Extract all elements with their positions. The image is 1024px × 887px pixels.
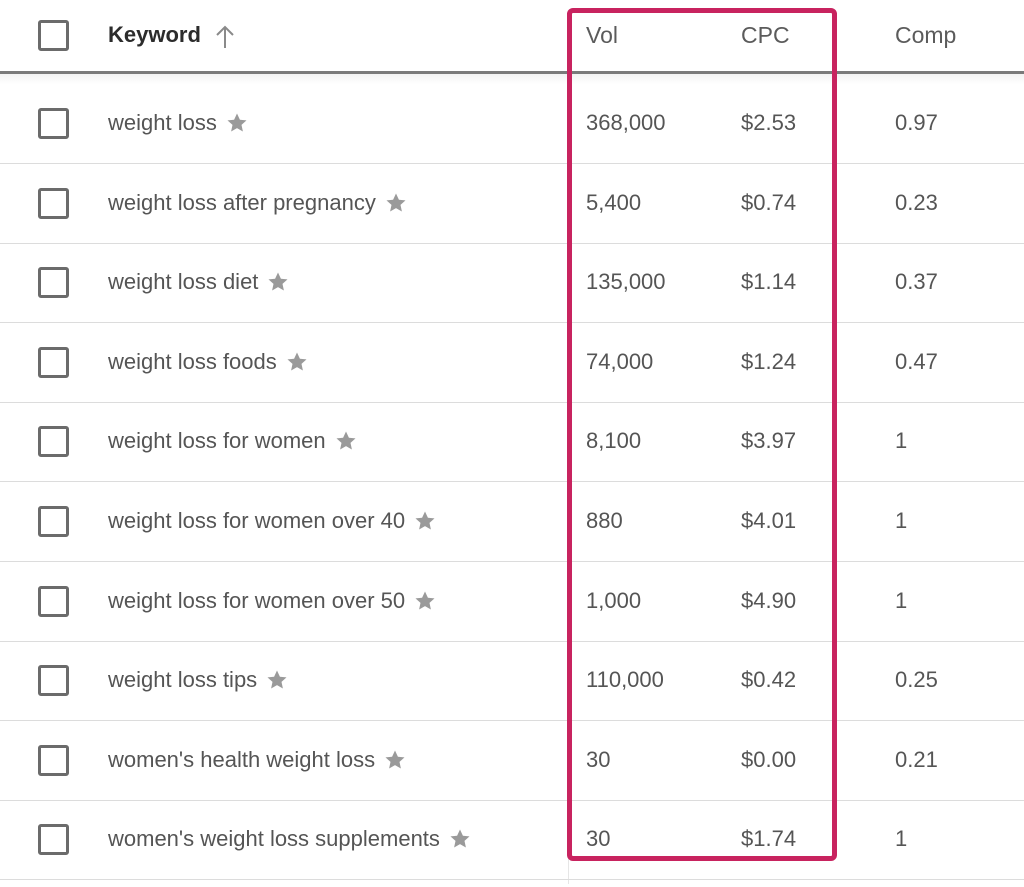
table-row[interactable]: weight loss diet 135,000 $1.14 0.37 <box>0 243 1024 324</box>
cpc-cell: $1.74 <box>741 826 797 852</box>
star-icon[interactable] <box>413 589 437 613</box>
row-checkbox[interactable] <box>38 346 69 378</box>
keyword-cell: weight loss for women over 50 <box>108 586 437 616</box>
row-checkbox[interactable] <box>38 506 69 537</box>
keyword-text: weight loss for women <box>108 428 326 454</box>
cpc-column-header[interactable]: CPC <box>741 22 790 48</box>
table-row[interactable]: weight loss after pregnancy 5,400 $0.74 0.2… <box>0 164 1024 244</box>
row-checkbox[interactable] <box>38 665 69 697</box>
row-checkbox[interactable] <box>38 426 69 458</box>
star-icon[interactable] <box>448 827 472 851</box>
cpc-cell: $4.01 <box>741 508 797 533</box>
keyword-text: weight loss tips <box>108 667 258 693</box>
cpc-cell: $0.00 <box>741 746 797 772</box>
keyword-text: weight loss for women over 40 <box>108 508 406 533</box>
vol-column-header[interactable]: Vol <box>586 22 618 48</box>
keyword-cell: weight loss after pregnancy <box>108 188 408 218</box>
star-icon[interactable] <box>225 111 249 135</box>
table-row[interactable]: weight loss for women over 50 1,000 $4.90 1 <box>0 562 1024 642</box>
keyword-text: weight loss diet <box>108 269 259 295</box>
comp-cell: 1 <box>895 508 908 533</box>
star-icon[interactable] <box>413 509 437 533</box>
vol-cell: 30 <box>586 826 611 852</box>
keyword-cell: weight loss tips <box>108 665 289 695</box>
select-all-checkbox[interactable] <box>38 20 69 51</box>
keyword-cell: women's weight loss supplements <box>108 824 472 854</box>
vol-cell: 368,000 <box>586 110 666 135</box>
table-row[interactable]: weight loss for women 8,100 $3.97 1 <box>0 402 1024 483</box>
table-row[interactable]: women's health weight loss 30 $0.00 0.21 <box>0 721 1024 801</box>
keyword-cell: weight loss diet <box>108 267 290 297</box>
comp-cell: 1 <box>895 428 908 454</box>
vol-cell: 30 <box>586 746 611 772</box>
vol-cell: 8,100 <box>586 428 642 454</box>
star-icon[interactable] <box>334 429 358 453</box>
table-row[interactable]: weight loss 368,000 $2.53 0.97 <box>0 84 1024 164</box>
keyword-cell: women's health weight loss <box>108 745 407 775</box>
keyword-cell: weight loss for women <box>108 426 358 456</box>
star-icon[interactable] <box>383 748 407 772</box>
cpc-cell: $2.53 <box>741 110 797 135</box>
keyword-cell: weight loss for women over 40 <box>108 506 437 536</box>
keyword-text: weight loss after pregnancy <box>108 189 376 215</box>
row-checkbox[interactable] <box>38 824 69 856</box>
keyword-text: weight loss <box>108 110 217 135</box>
comp-cell: 1 <box>895 587 908 613</box>
arrow-up-icon[interactable] <box>213 23 237 51</box>
table-row[interactable]: women's weight loss supplements 30 $1.74 1 <box>0 800 1024 881</box>
row-checkbox[interactable] <box>38 108 69 139</box>
keyword-text: women's health weight loss <box>108 746 376 772</box>
keyword-text: weight loss foods <box>108 348 277 374</box>
table-header: Keyword Vol CPC Comp <box>0 0 1024 74</box>
vol-cell: 880 <box>586 508 623 533</box>
header-shadow <box>0 74 1024 84</box>
keyword-cell: weight loss foods <box>108 347 309 377</box>
row-checkbox[interactable] <box>38 744 69 776</box>
vol-cell: 135,000 <box>586 269 666 295</box>
comp-cell: 1 <box>895 826 908 852</box>
comp-cell: 0.25 <box>895 667 938 693</box>
cpc-cell: $0.42 <box>741 667 797 693</box>
keyword-column-header[interactable]: Keyword <box>108 22 201 47</box>
star-icon[interactable] <box>266 270 290 294</box>
comp-column-header[interactable]: Comp <box>895 22 957 48</box>
keyword-text: women's weight loss supplements <box>108 826 440 852</box>
vol-cell: 74,000 <box>586 348 654 374</box>
cpc-cell: $1.24 <box>741 348 797 374</box>
vol-cell: 5,400 <box>586 189 642 215</box>
comp-cell: 0.47 <box>895 348 938 374</box>
vol-cell: 1,000 <box>586 587 642 613</box>
comp-cell: 0.23 <box>895 189 938 215</box>
row-checkbox[interactable] <box>38 187 69 219</box>
star-icon[interactable] <box>265 668 289 692</box>
cpc-cell: $1.14 <box>741 269 797 295</box>
table-row[interactable]: weight loss tips 110,000 $0.42 0.25 <box>0 641 1024 722</box>
star-icon[interactable] <box>384 191 408 215</box>
comp-cell: 0.21 <box>895 746 938 772</box>
comp-cell: 0.37 <box>895 269 938 295</box>
comp-cell: 0.97 <box>895 110 938 135</box>
cpc-cell: $0.74 <box>741 189 797 215</box>
vol-cell: 110,000 <box>586 667 664 693</box>
cpc-cell: $4.90 <box>741 587 797 613</box>
row-checkbox[interactable] <box>38 585 69 617</box>
keyword-text: weight loss for women over 50 <box>108 587 406 613</box>
table-row[interactable]: weight loss foods 74,000 $1.24 0.47 <box>0 323 1024 403</box>
table-row[interactable]: weight loss for women over 40 880 $4.01 1 <box>0 482 1024 562</box>
star-icon[interactable] <box>285 350 309 374</box>
row-checkbox[interactable] <box>38 267 69 299</box>
cpc-cell: $3.97 <box>741 428 797 454</box>
keyword-cell: weight loss <box>108 108 249 138</box>
